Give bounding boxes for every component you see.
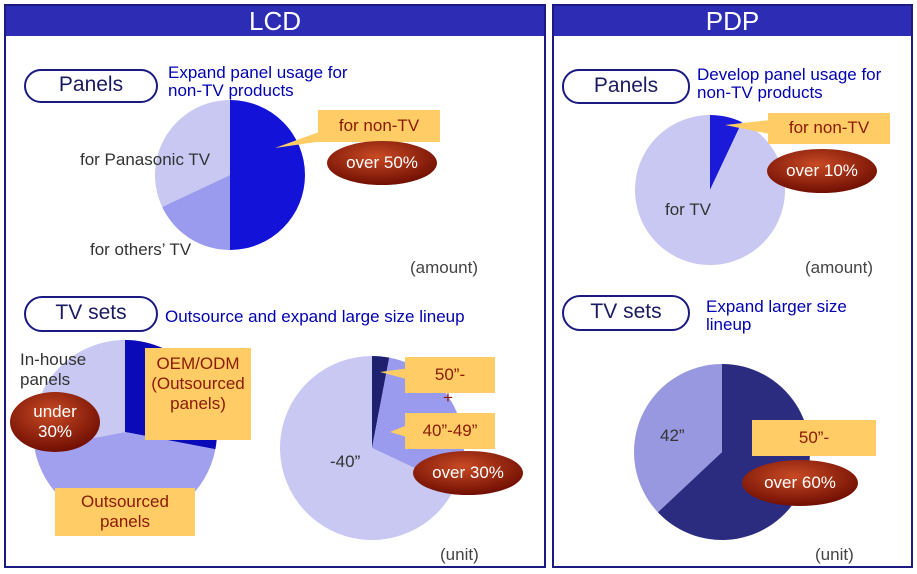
pie-slice (372, 356, 390, 448)
pointer (380, 368, 410, 380)
badge (327, 141, 437, 185)
badge (413, 451, 523, 495)
badge (742, 460, 858, 506)
callout-box (145, 348, 251, 440)
pointer (725, 120, 770, 134)
badges (10, 141, 877, 506)
category-label: OEM/ODM (Outsourced panels) (151, 354, 245, 413)
pill (562, 295, 690, 331)
section-description: Expand larger size lineup (706, 297, 847, 334)
panel-header (6, 6, 544, 36)
annotation: under 30% (33, 402, 77, 441)
annotation: over 50% (346, 153, 418, 172)
category-label: -40” (330, 452, 361, 471)
callout-box (405, 413, 495, 449)
section-label: TV sets (55, 301, 127, 324)
category-label: for non-TV (338, 116, 420, 135)
category-label: for non-TV (788, 118, 870, 137)
annotation: over 30% (432, 463, 504, 482)
pie-slice (162, 175, 230, 250)
pointer (275, 128, 330, 148)
badge (767, 149, 877, 193)
section-description: Outsource and expand large size lineup (165, 307, 465, 326)
note: (unit) (440, 545, 479, 564)
category-label: In-house panels (20, 350, 87, 389)
panel-title: PDP (705, 6, 760, 36)
section-description: Develop panel usage for non-TV products (697, 65, 882, 102)
category-label: 50”- (798, 428, 830, 447)
note: (unit) (815, 545, 854, 564)
category-label: 50”- (434, 365, 466, 384)
pie-slice (635, 115, 786, 265)
callouts (55, 110, 890, 536)
callout-box (55, 488, 195, 536)
annotation: over 60% (764, 473, 836, 492)
pie-slice (230, 100, 305, 250)
note: (amount) (410, 258, 479, 277)
badge (10, 392, 100, 452)
category-label: Outsourced panels (81, 492, 169, 531)
pie-slice (710, 115, 742, 190)
callout-box (768, 113, 890, 144)
section-description: Expand panel usage for non-TV products (168, 63, 348, 100)
category-label: for Panasonic TV (80, 150, 211, 169)
pie-slice (155, 100, 230, 207)
annotation: + (443, 388, 453, 407)
note: (amount) (805, 258, 874, 277)
callout-box (318, 110, 440, 142)
panel-header (554, 6, 911, 36)
category-label: for others’ TV (90, 240, 192, 259)
pie-slice (634, 364, 722, 513)
category-label: 40”-49” (422, 421, 478, 440)
section-label: TV sets (590, 300, 662, 323)
category-label: for TV (665, 200, 711, 219)
callout-box (405, 357, 495, 393)
callout-box (752, 420, 876, 456)
section-label: Panels (593, 74, 659, 97)
category-label: 42” (660, 426, 685, 445)
pie-slice (279, 355, 456, 540)
pill (24, 296, 158, 332)
pill (24, 69, 158, 103)
section-label: Panels (58, 73, 124, 96)
annotation: over 10% (786, 161, 858, 180)
pill (562, 69, 690, 104)
panel-title: LCD (248, 6, 301, 36)
